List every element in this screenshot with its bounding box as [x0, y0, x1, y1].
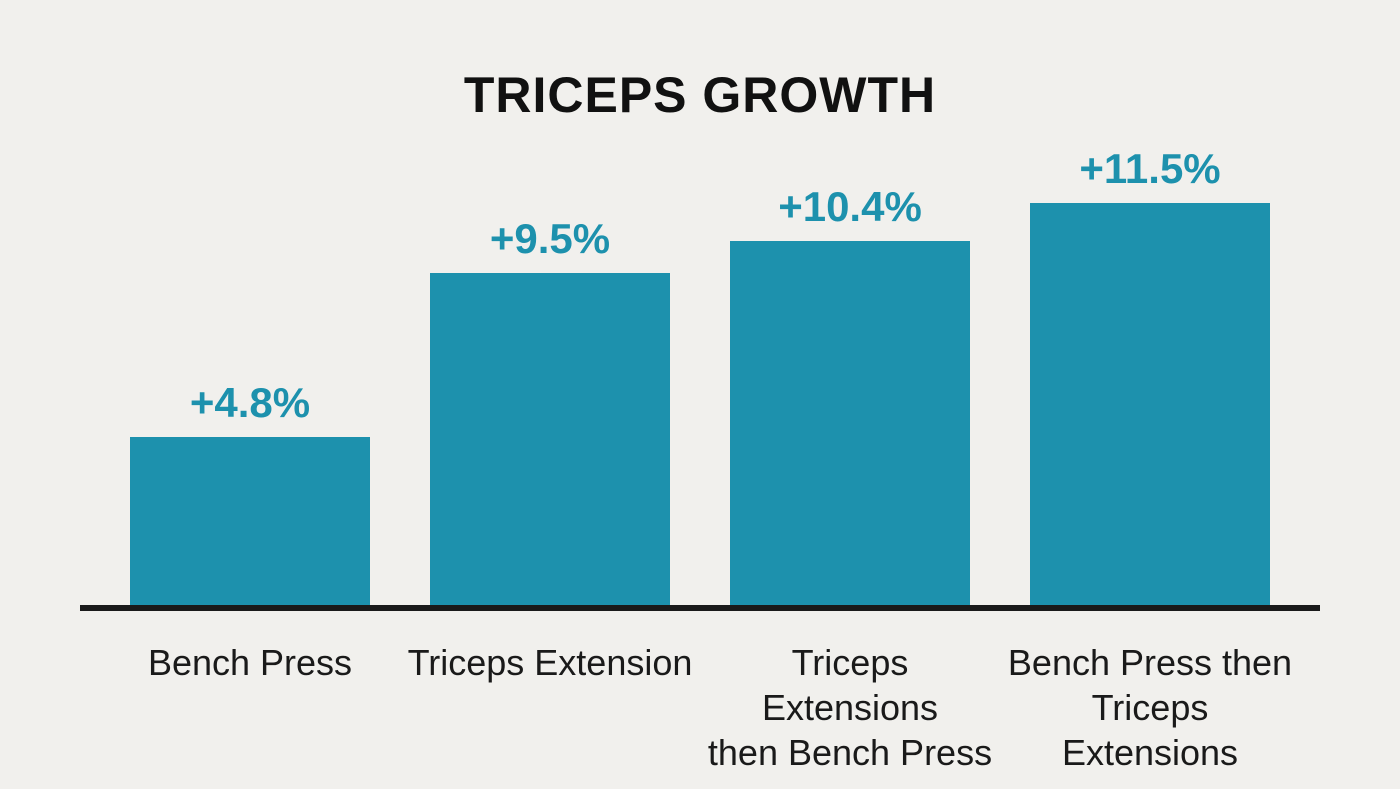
chart-title: TRICEPS GROWTH — [0, 66, 1400, 124]
bar-category-label: Triceps Extension — [400, 640, 700, 685]
bar-category-label: Triceps Extensionsthen Bench Press — [700, 640, 1000, 775]
bar-category-label: Bench Press thenTriceps Extensions — [1000, 640, 1300, 775]
bar-category-label-line1: Triceps Extensions — [762, 642, 938, 728]
bar-category-label-line1: Bench Press then — [1008, 642, 1292, 683]
bar — [1030, 203, 1270, 606]
chart-canvas: TRICEPS GROWTH +4.8% Bench Press +9.5% Tric… — [0, 0, 1400, 789]
bar — [730, 241, 970, 605]
bar-value-label: +10.4% — [730, 183, 970, 231]
bar-category-label-line2: Triceps Extensions — [1062, 687, 1238, 773]
bar-value-label: +9.5% — [430, 215, 670, 263]
bar — [130, 437, 370, 605]
bar-category-label-line2: then Bench Press — [708, 732, 992, 773]
x-axis-line — [80, 605, 1320, 611]
bar-category-label: Bench Press — [100, 640, 400, 685]
bar-value-label: +11.5% — [1030, 145, 1270, 193]
bar-value-label: +4.8% — [130, 379, 370, 427]
bar-category-label-line1: Bench Press — [148, 642, 352, 683]
bar — [430, 273, 670, 606]
bar-category-label-line1: Triceps Extension — [408, 642, 693, 683]
